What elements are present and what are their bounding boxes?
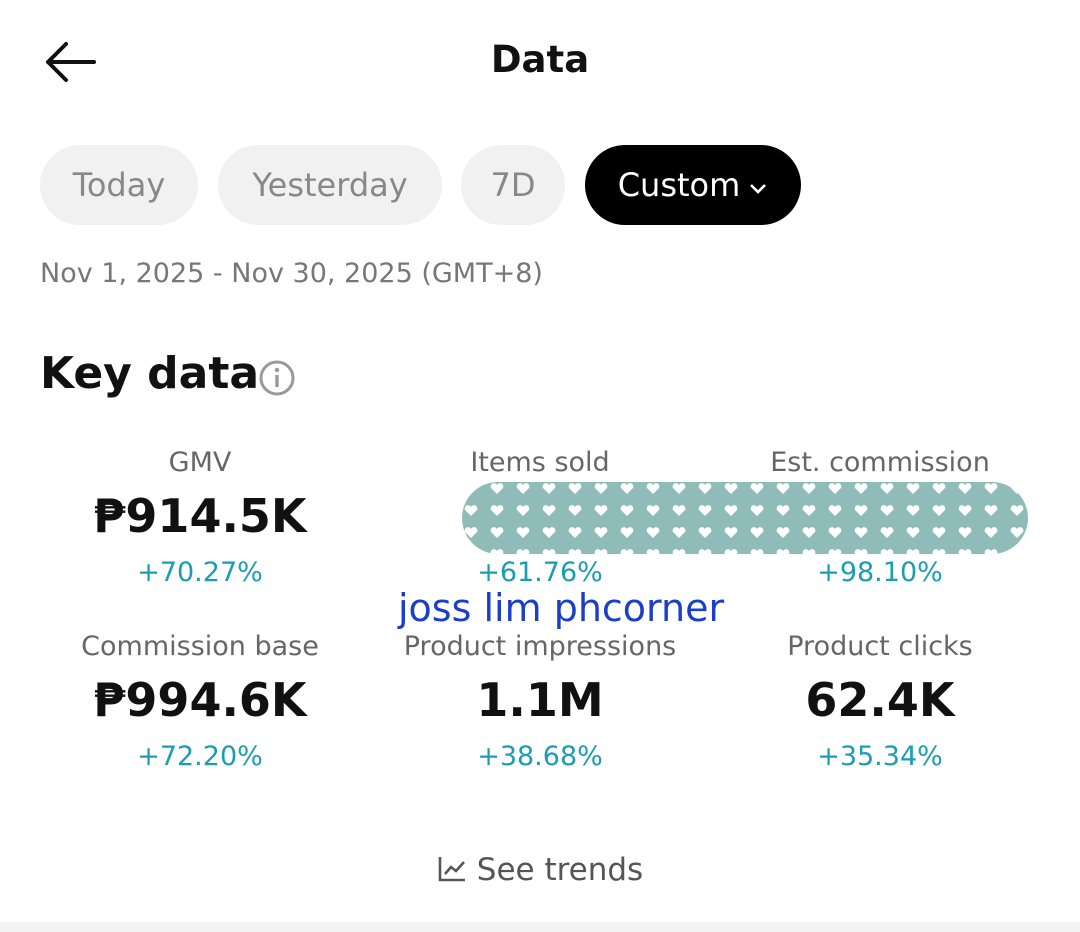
date-tab[interactable]: Yesterday (218, 145, 442, 225)
metric-value: 62.4K (805, 673, 955, 727)
metric-value: 1.1M (476, 673, 604, 727)
metric-change: +38.68% (477, 741, 603, 772)
metric-change: +35.34% (817, 741, 943, 772)
metric-label: Product clicks (787, 631, 973, 662)
metric-label: Product impressions (403, 631, 677, 662)
redaction-scribble (462, 482, 1028, 554)
date-tab[interactable]: Today (40, 145, 198, 225)
info-icon[interactable] (258, 359, 296, 397)
tab-text: Custom (617, 166, 741, 204)
metric-label: Items sold (470, 447, 610, 478)
metric-change: +72.20% (137, 741, 263, 772)
metric-change: +98.10% (817, 557, 943, 588)
see-trends-link[interactable]: See trends (0, 852, 1080, 888)
metric-label: GMV (168, 447, 232, 478)
chevron (750, 184, 767, 194)
see-trends-text: See trends (476, 852, 644, 888)
metric-value: ₱914.5K (93, 489, 307, 543)
page-title: Data (490, 38, 590, 81)
metric-change: +61.76% (477, 557, 603, 588)
back-button[interactable] (40, 38, 100, 86)
watermark: joss lim phcorner (398, 586, 725, 630)
date-tab[interactable]: Custom (585, 145, 801, 225)
metric-label: Est. commission (770, 447, 990, 478)
date-tab[interactable]: 7D (461, 145, 565, 225)
metric-change: +70.27% (137, 557, 263, 588)
metric-label: Commission base (81, 631, 319, 662)
bottom-divider (0, 922, 1080, 932)
date-range: Nov 1, 2025 - Nov 30, 2025 (GMT+8) (40, 258, 543, 289)
section-title: Key data (40, 348, 260, 399)
trend-icon (438, 857, 465, 882)
metric-value: ₱994.6K (93, 673, 307, 727)
